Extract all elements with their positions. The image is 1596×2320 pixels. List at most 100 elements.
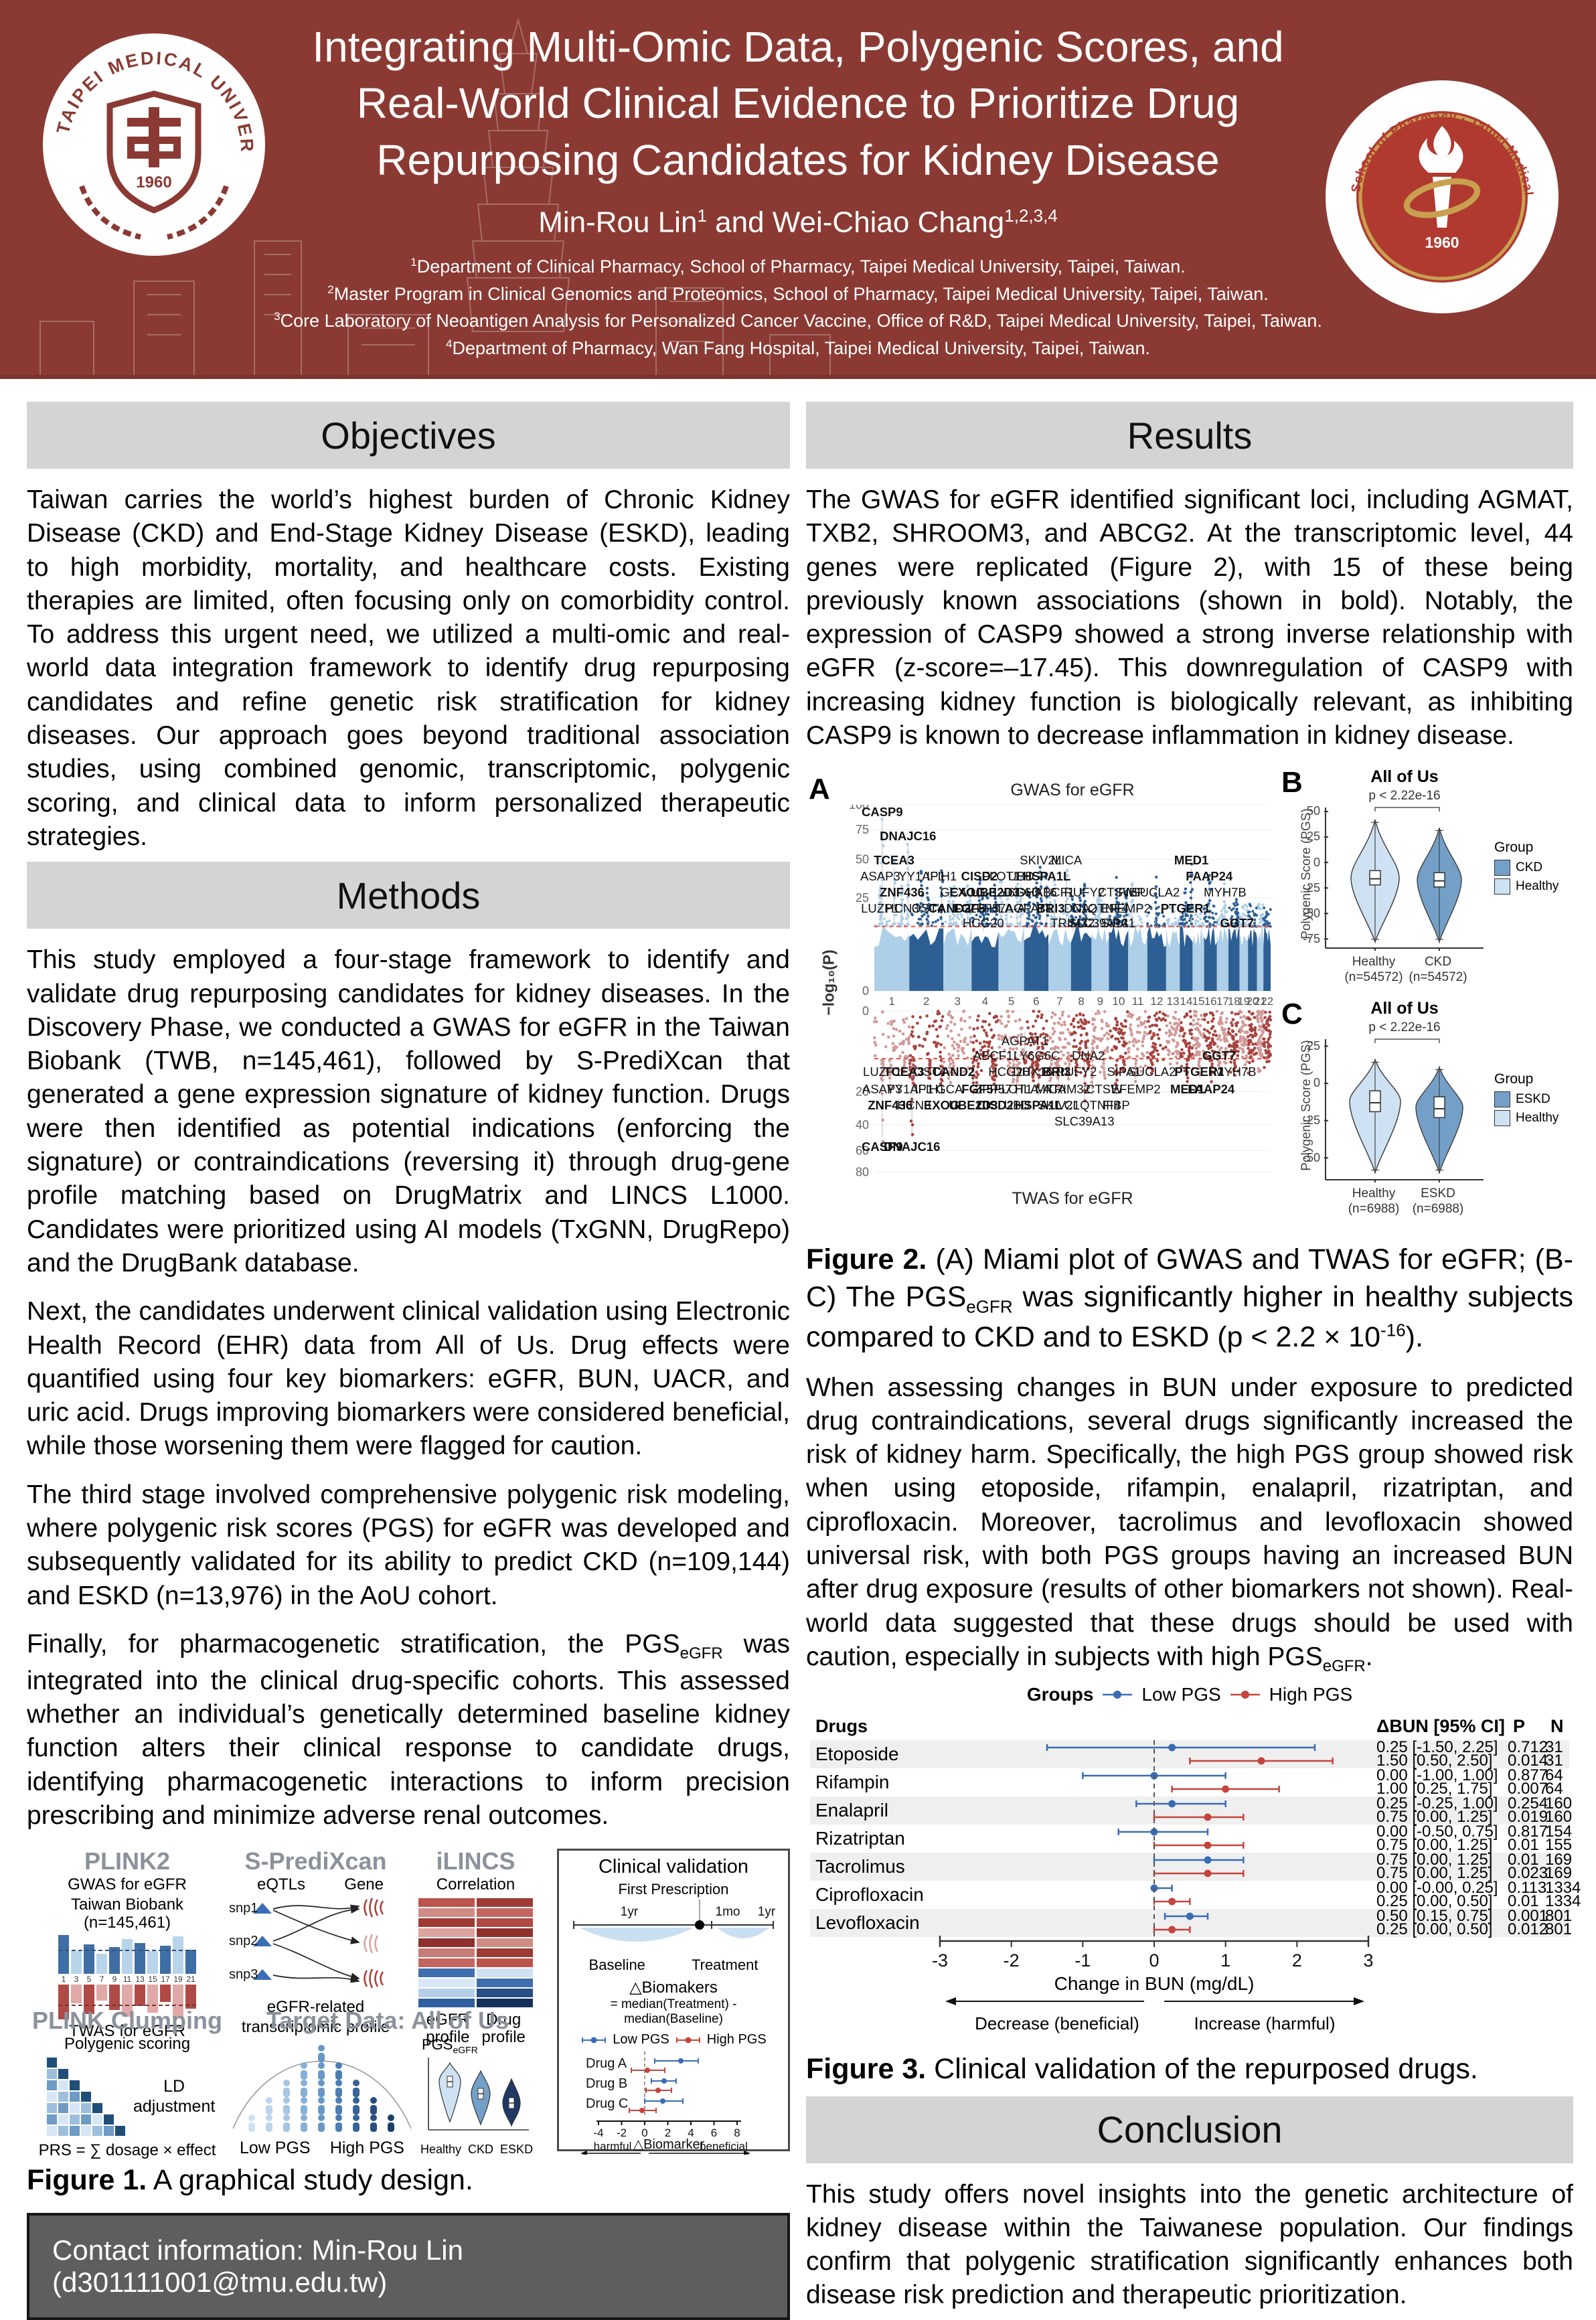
gene-label: TCEA3 [874, 853, 914, 868]
forest-table-cell: 0.254 [1508, 1794, 1548, 1812]
forest-table-cell: 0.50 [0.15, 0.75] [1376, 1906, 1493, 1925]
gene-label: ABCF1 [973, 1049, 1014, 1063]
skyline-art [39, 17, 831, 375]
pgs-egfr-label: PGSeGFR [422, 2035, 478, 2056]
gene-label: FIBP [1102, 1098, 1130, 1113]
gene-label: MYH7B [1213, 1065, 1257, 1079]
gene-label: TRIM32 [1050, 916, 1095, 931]
svg-text:1mo: 1mo [716, 1905, 740, 1919]
high-pgs-marker-icon [675, 2037, 700, 2043]
svg-text:6: 6 [1033, 995, 1039, 1008]
methods-p4: Finally, for pharmacogenetic stratificat… [27, 1629, 790, 1830]
svg-text:22: 22 [1261, 995, 1273, 1008]
gene-label: DNAJC16 [884, 1140, 941, 1154]
forest-table-cell: 64 [1545, 1779, 1563, 1798]
healthy-swatch-icon [1494, 1110, 1510, 1127]
forest-table-cell: 31 [1545, 1737, 1563, 1756]
forest-table-cell: 801 [1545, 1906, 1573, 1925]
affiliation-1: 1Department of Clinical Pharmacy, School… [410, 256, 1186, 277]
gene-label: CASP9 [861, 1140, 903, 1154]
left-column: Objectives Taiwan carries the world’s hi… [27, 394, 790, 2320]
forest-table-cell: 0.817 [1508, 1822, 1548, 1841]
gene-label: EXOG [949, 885, 985, 900]
authors: Min-Rou Lin1 and Wei-Chiao Chang1,2,3,4 [538, 206, 1058, 240]
forest-table-cell: 0.01 [1508, 1850, 1539, 1869]
gene-label: CAND2 [928, 901, 971, 916]
forest-table-cell: 0.01 [1508, 1835, 1539, 1854]
gene-label: FLOT1 [993, 1082, 1032, 1097]
ld-adjustment-label: LD adjustment [133, 2077, 216, 2116]
drug-name: Ciprofloxacin [815, 1883, 924, 1905]
eskd-swatch-icon [1494, 1091, 1510, 1108]
low-pgs-marker-icon [582, 2037, 607, 2043]
gene-label: LY6G6C [993, 885, 1040, 900]
drug-name: Rizatriptan [815, 1827, 905, 1849]
gene-label: CAND2 [932, 1065, 975, 1079]
gene-label: ABCF1 [1034, 885, 1075, 900]
forest-table-cell: 0.007 [1508, 1779, 1548, 1798]
forest-table-cell: 31 [1545, 1751, 1563, 1770]
panel-b-group1: Healthy (n=54572) [1344, 955, 1403, 985]
forest-table-cell: 0.113 [1508, 1878, 1547, 1897]
prs-formula: PRS = ∑ dosage × effect [38, 2141, 216, 2159]
svg-text:snp1: snp1 [229, 1901, 258, 1916]
treatment-label: Treatment [692, 1956, 759, 1974]
correlation-heatmap [404, 1898, 548, 2007]
gene-label: DHX16 [1012, 1065, 1053, 1079]
svg-text:4: 4 [688, 2126, 694, 2139]
svg-text:snp3: snp3 [229, 1967, 258, 1982]
svg-text:-3: -3 [932, 1950, 948, 1970]
figure2: A GWAS for eGFR −log₁₀(P) 100 75 50 25 0 0 20 4… [806, 762, 1573, 1231]
svg-text:20: 20 [856, 1085, 869, 1099]
forest-table-cell: 0.877 [1508, 1766, 1548, 1784]
gene-squiggles [364, 1898, 384, 1989]
pharmacy-school-logo: School of Pharmacy · Taipei Medical Univ… [1324, 79, 1559, 313]
gene-label: SKIV2L [1037, 1098, 1080, 1113]
conclusion-header: Conclusion [806, 2096, 1573, 2163]
gene-label: CISD2 [977, 1098, 1014, 1113]
gene-label: GGT7 [1202, 1049, 1236, 1063]
drug-name: Etoposide [815, 1743, 899, 1764]
results-p1: The GWAS for eGFR identified significant… [806, 485, 1573, 751]
p-column-header: P [1513, 1715, 1526, 1736]
polygenic-scoring-label: Polygenic scoring [64, 2034, 191, 2053]
gene-label: EFEMP2 [1101, 901, 1151, 916]
gene-label: SLC39A13 [1054, 1114, 1115, 1129]
gene-label: FAAP24 [1188, 1082, 1235, 1097]
svg-text:6: 6 [711, 2126, 717, 2139]
gene-label: FIBP [1118, 885, 1146, 900]
gene-label: GGT7 [1220, 916, 1254, 931]
forest-table-cell: 169 [1545, 1850, 1573, 1869]
drug-profile-label: Drug profile [481, 2010, 526, 2046]
svg-text:-4: -4 [593, 2126, 603, 2139]
forest-table-cell: 0.00 [-1.00, 1.00] [1376, 1766, 1498, 1784]
svg-text:harmful: harmful [594, 2140, 632, 2153]
gene-label: DNA2 [1071, 1049, 1105, 1063]
fig1-ilincs-column: iLINCS Correlation eGFR profile Drug profi… [404, 1849, 548, 2046]
drug-name: Tacrolimus [815, 1855, 905, 1877]
gene-label: YY1AP1 [886, 1082, 934, 1097]
drug-name: Enalapril [815, 1799, 888, 1821]
fig1-plink2-column: PLINK2 GWAS for eGFR Taiwan Biobank (n=1… [27, 1849, 228, 2040]
svg-text:25: 25 [856, 891, 869, 905]
forest-table-cell: 0.75 [0.00, 1.25] [1376, 1835, 1493, 1854]
svg-text:1: 1 [888, 995, 894, 1008]
gene-label: LY6G6C [1013, 1049, 1060, 1063]
baseline-label: Baseline [588, 1956, 645, 1974]
svg-text:3: 3 [955, 995, 961, 1008]
svg-text:0: 0 [862, 1004, 869, 1018]
svg-text:1960: 1960 [136, 173, 171, 191]
decrease-beneficial-label: Decrease (beneficial) [975, 2013, 1139, 2033]
svg-text:-2: -2 [1004, 1950, 1020, 1970]
svg-text:10: 10 [1112, 995, 1125, 1008]
svg-text:8: 8 [734, 2126, 740, 2139]
healthy-swatch-icon [1494, 878, 1510, 895]
affiliation-3: 3Core Laboratory of Neoantigen Analysis … [274, 310, 1322, 331]
drug-name: Levofloxacin [815, 1912, 920, 1933]
panel-b-violins [1324, 807, 1484, 951]
forest-table-cell: 160 [1545, 1807, 1573, 1826]
affiliation-2: 2Master Program in Clinical Genomics and… [327, 283, 1269, 304]
biomarkers-formula: = median(Treatment) - median(Baseline) [610, 1997, 737, 2027]
poster-title-line2: Real-World Clinical Evidence to Prioriti… [356, 79, 1240, 128]
